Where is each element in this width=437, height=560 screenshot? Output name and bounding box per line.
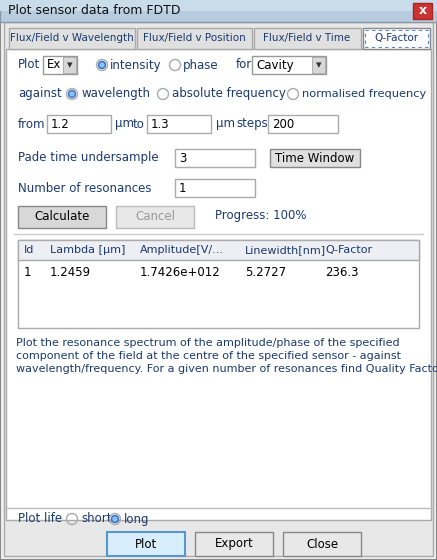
Text: μm: μm: [115, 118, 134, 130]
Text: Lambda [μm]: Lambda [μm]: [50, 245, 125, 255]
Text: against: against: [18, 87, 62, 100]
Text: steps: steps: [236, 118, 268, 130]
Text: Q-Factor: Q-Factor: [325, 245, 372, 255]
Text: Number of resonances: Number of resonances: [18, 181, 152, 194]
Bar: [107, 532, 185, 556]
Text: ▾: ▾: [316, 60, 322, 70]
Text: Plot life: Plot life: [18, 512, 62, 525]
Bar: [268, 115, 338, 133]
Text: Cancel: Cancel: [135, 211, 175, 223]
Text: Flux/Field v Time: Flux/Field v Time: [264, 33, 350, 43]
Text: short: short: [81, 512, 111, 525]
Text: Flux/Field v Position: Flux/Field v Position: [142, 33, 245, 43]
Text: Plot: Plot: [18, 58, 40, 72]
Text: wavelength/frequency. For a given number of resonances find Quality Factors.: wavelength/frequency. For a given number…: [16, 364, 437, 374]
Text: Amplitude[V/...: Amplitude[V/...: [140, 245, 224, 255]
Text: wavelength: wavelength: [81, 87, 150, 100]
Bar: [18, 240, 419, 260]
Text: 1: 1: [24, 265, 31, 278]
Bar: [43, 56, 77, 74]
Bar: [312, 57, 325, 73]
Bar: [6, 49, 431, 520]
Bar: [283, 532, 361, 556]
Text: Plot the resonance spectrum of the amplitude/phase of the specified: Plot the resonance spectrum of the ampli…: [16, 338, 399, 348]
Bar: [47, 115, 111, 133]
Text: ▾: ▾: [67, 60, 73, 70]
Bar: [413, 3, 432, 19]
Bar: [365, 30, 428, 47]
Bar: [18, 240, 419, 328]
Bar: [116, 206, 194, 228]
Text: Id: Id: [24, 245, 35, 255]
Text: Export: Export: [215, 538, 253, 550]
Bar: [254, 28, 361, 49]
Bar: [147, 115, 211, 133]
Text: long: long: [124, 512, 149, 525]
Text: 1.7426e+012: 1.7426e+012: [140, 265, 221, 278]
Circle shape: [113, 517, 117, 521]
Text: 1.3: 1.3: [151, 118, 170, 130]
Bar: [18, 206, 106, 228]
Text: Ex: Ex: [47, 58, 61, 72]
Bar: [63, 57, 76, 73]
Text: 5.2727: 5.2727: [245, 265, 286, 278]
Circle shape: [70, 92, 74, 96]
Text: for: for: [236, 58, 252, 72]
Text: Cavity: Cavity: [256, 58, 294, 72]
Text: Plot sensor data from FDTD: Plot sensor data from FDTD: [8, 4, 180, 17]
Text: 236.3: 236.3: [325, 265, 358, 278]
Text: normalised frequency: normalised frequency: [302, 89, 426, 99]
Text: 3: 3: [179, 152, 186, 165]
Bar: [195, 532, 273, 556]
Text: μm: μm: [216, 118, 235, 130]
Text: component of the field at the centre of the specified sensor - against: component of the field at the centre of …: [16, 351, 401, 361]
Text: Time Window: Time Window: [275, 152, 354, 165]
Text: Q-Factor: Q-Factor: [374, 33, 418, 43]
Circle shape: [100, 63, 104, 67]
Bar: [175, 149, 255, 167]
Circle shape: [69, 91, 76, 97]
Text: intensity: intensity: [110, 58, 162, 72]
Text: x: x: [419, 4, 427, 17]
Circle shape: [111, 516, 118, 522]
Text: to: to: [133, 118, 145, 130]
Text: 1: 1: [179, 181, 187, 194]
Text: Close: Close: [306, 538, 338, 550]
Bar: [9, 28, 135, 49]
Bar: [137, 28, 252, 49]
Text: phase: phase: [183, 58, 218, 72]
Circle shape: [98, 62, 105, 68]
Text: 200: 200: [272, 118, 294, 130]
Bar: [252, 56, 326, 74]
Text: from: from: [18, 118, 45, 130]
Text: 1.2: 1.2: [51, 118, 70, 130]
Text: Pade time undersample: Pade time undersample: [18, 152, 159, 165]
Bar: [270, 149, 360, 167]
Text: Calculate: Calculate: [35, 211, 90, 223]
Text: Linewidth[nm]: Linewidth[nm]: [245, 245, 326, 255]
Text: absolute frequency: absolute frequency: [172, 87, 286, 100]
Bar: [0, 0, 437, 22]
Bar: [363, 28, 430, 49]
Text: 1.2459: 1.2459: [50, 265, 91, 278]
Bar: [175, 179, 255, 197]
Bar: [0, 0, 437, 11]
Text: Flux/Field v Wavelength: Flux/Field v Wavelength: [10, 33, 134, 43]
Text: Plot: Plot: [135, 538, 157, 550]
Text: Progress: 100%: Progress: 100%: [215, 209, 306, 222]
